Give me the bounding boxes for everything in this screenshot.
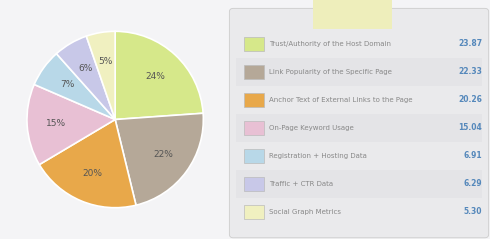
Wedge shape [115,31,203,120]
Text: 22%: 22% [153,150,173,159]
Text: 20%: 20% [82,169,102,179]
Text: 23.87: 23.87 [458,39,482,48]
Text: Link Popularity of the Specific Page: Link Popularity of the Specific Page [269,69,392,75]
Text: 20.26: 20.26 [458,95,482,104]
Wedge shape [86,31,115,120]
Text: Registration + Hosting Data: Registration + Hosting Data [269,153,367,159]
Bar [244,37,264,51]
Wedge shape [27,84,115,165]
Text: Traffic + CTR Data: Traffic + CTR Data [269,181,333,187]
Bar [244,177,264,191]
Text: Anchor Text of External Links to the Page: Anchor Text of External Links to the Pag… [269,97,413,103]
Bar [236,170,482,198]
Wedge shape [115,113,203,205]
Bar [244,205,264,219]
Bar [244,149,264,163]
Text: Social Graph Metrics: Social Graph Metrics [269,209,341,215]
Text: 5.30: 5.30 [464,207,482,216]
Wedge shape [39,120,136,208]
Text: 15%: 15% [46,119,66,128]
FancyBboxPatch shape [229,8,489,238]
Text: On-Page Keyword Usage: On-Page Keyword Usage [269,125,354,131]
FancyBboxPatch shape [313,0,392,29]
Text: 22.33: 22.33 [458,67,482,76]
Text: 7%: 7% [60,80,74,89]
Text: Trust/Authority of the Host Domain: Trust/Authority of the Host Domain [269,41,391,47]
Text: 6.29: 6.29 [464,179,482,188]
Bar [236,58,482,86]
Bar [244,65,264,79]
Text: 6.91: 6.91 [464,151,482,160]
Wedge shape [56,36,115,120]
Bar [236,114,482,142]
Bar [244,121,264,135]
Bar [244,92,264,107]
Text: 24%: 24% [146,72,165,81]
Text: 5%: 5% [98,57,113,66]
Text: 6%: 6% [78,64,93,73]
Text: 15.04: 15.04 [458,123,482,132]
Wedge shape [34,54,115,120]
